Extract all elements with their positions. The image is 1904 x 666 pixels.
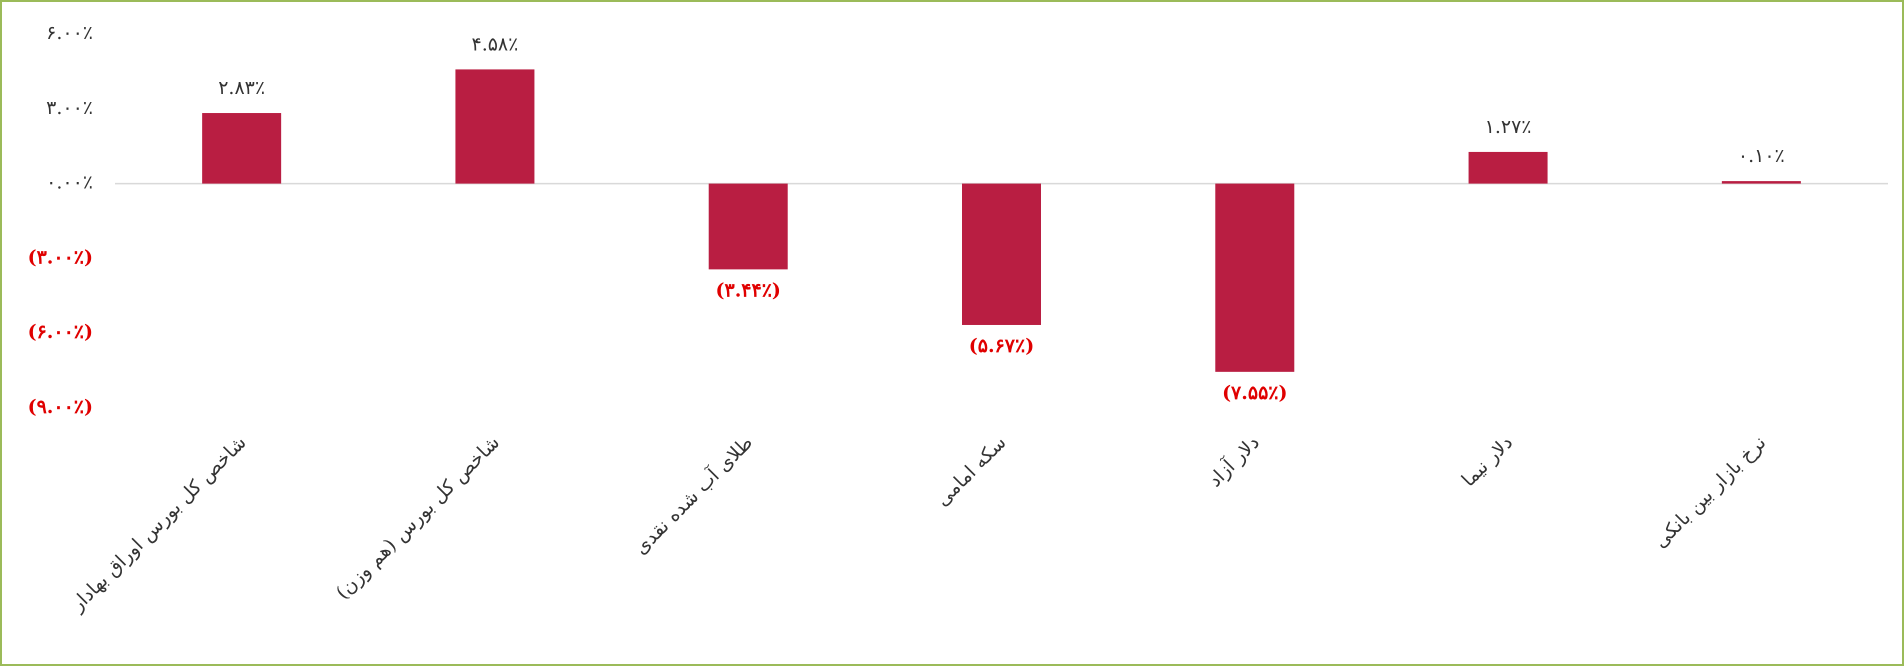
bar: [1721, 181, 1801, 184]
value-label: ۰.۱۰٪: [1738, 145, 1785, 167]
value-label: ۴.۵۸٪: [471, 33, 518, 55]
x-tick-label: شاخص کل بورس (هم وزن): [332, 432, 504, 604]
x-tick-label: شاخص کل بورس اوراق بهادار: [66, 432, 251, 617]
x-tick-label: دلار نیما: [1458, 432, 1518, 492]
bar: [1468, 151, 1548, 184]
value-label: (۵.۶۷٪): [969, 335, 1034, 357]
y-tick-label: (۳.۰۰٪): [28, 246, 93, 268]
y-tick-label: ۰.۰۰٪: [46, 172, 93, 194]
value-label: (۷.۵۵٪): [1222, 382, 1287, 404]
y-tick-label: (۹.۰۰٪): [28, 396, 93, 418]
value-label: (۳.۴۴٪): [716, 279, 781, 301]
y-tick-label: ۳.۰۰٪: [46, 97, 93, 119]
bar: [962, 183, 1041, 325]
bar: [708, 183, 788, 270]
bar: [202, 113, 282, 184]
x-tick-label: سکه امامی: [931, 432, 1010, 511]
value-label: ۲.۸۳٪: [218, 77, 265, 99]
x-tick-label: طلای آب شده نقدی: [629, 431, 757, 559]
y-tick-label: (۶.۰۰٪): [28, 321, 93, 343]
value-label: ۱.۲۷٪: [1485, 116, 1532, 138]
y-tick-label: ۶.۰۰٪: [46, 22, 93, 44]
bar: [1215, 183, 1295, 372]
x-tick-label: نرخ بازار بین بانکی: [1649, 432, 1770, 553]
x-tick-label: دلار آزاد: [1203, 431, 1264, 492]
bar: [455, 69, 535, 184]
